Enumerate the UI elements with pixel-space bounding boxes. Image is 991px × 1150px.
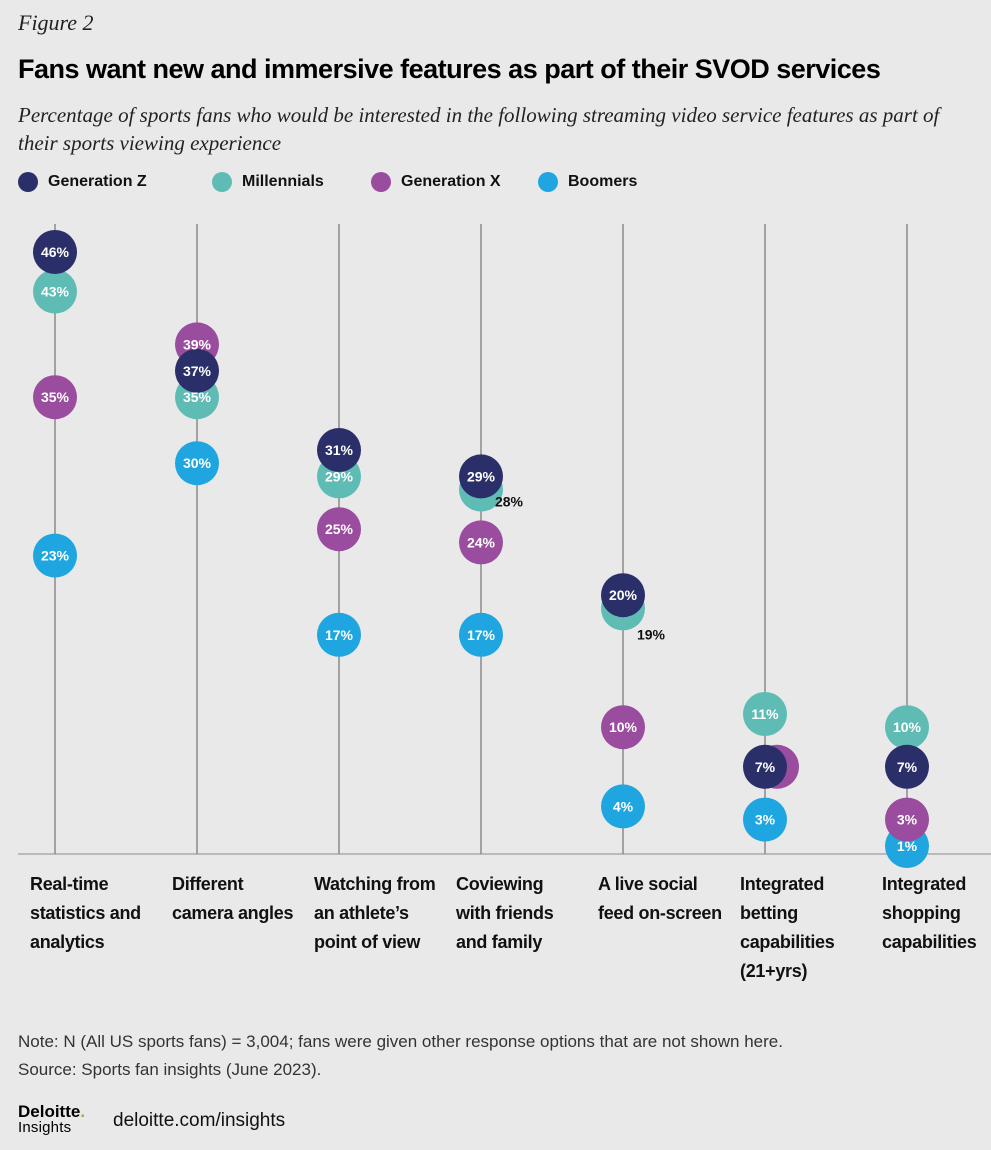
data-label: 29% xyxy=(467,468,496,484)
data-label: 28% xyxy=(495,494,524,510)
figure-label: Figure 2 xyxy=(18,10,94,35)
data-label: 1% xyxy=(897,838,918,854)
dot-gen-x xyxy=(33,375,77,420)
deloitte-logo: Deloitte. Insights xyxy=(18,1102,86,1136)
data-label: 37% xyxy=(183,363,212,379)
dot-gen-x xyxy=(317,507,361,552)
footnote-note: Note: N (All US sports fans) = 3,004; fa… xyxy=(18,1032,783,1051)
dot-gen-z xyxy=(33,230,77,274)
data-label: 39% xyxy=(183,336,212,352)
data-label: 24% xyxy=(467,534,496,550)
data-label: 11% xyxy=(751,706,779,722)
dot-gen-x xyxy=(885,797,929,842)
footnote: Note: N (All US sports fans) = 3,004; fa… xyxy=(18,1028,783,1084)
data-label: 25% xyxy=(325,521,354,537)
dot-gen-z xyxy=(885,744,929,789)
legend-label: Boomers xyxy=(568,173,638,190)
data-label: 46% xyxy=(41,244,70,260)
dot-gen-z xyxy=(601,573,645,618)
legend-item-generation-z: Generation Z xyxy=(18,172,212,192)
data-label: 3% xyxy=(897,812,918,828)
dot-boomers xyxy=(459,612,503,657)
data-label: 17% xyxy=(467,627,496,643)
category-label: Different camera angles xyxy=(172,874,294,923)
dot-boomers xyxy=(175,441,219,486)
data-label: 7% xyxy=(755,759,776,775)
data-label: 20% xyxy=(609,587,638,603)
legend-swatch-boomers xyxy=(538,172,558,192)
dot-millennials xyxy=(885,705,929,750)
dot-boomers xyxy=(743,797,787,842)
data-label: 23% xyxy=(41,548,70,564)
data-label: 7% xyxy=(897,759,918,775)
data-label: 17% xyxy=(325,627,354,643)
legend-swatch-generation-x xyxy=(371,172,391,192)
legend-label: Millennials xyxy=(242,173,324,190)
data-label: 35% xyxy=(41,389,70,405)
legend-label: Generation Z xyxy=(48,173,147,190)
dot-boomers xyxy=(33,533,77,578)
legend: Generation Z Millennials Generation X Bo… xyxy=(18,170,637,194)
legend-swatch-millennials xyxy=(212,172,232,192)
category-label: Watching from an athlete’s point of view xyxy=(314,874,436,952)
site-url[interactable]: deloitte.com/insights xyxy=(113,1110,286,1131)
dot-gen-x xyxy=(601,705,645,750)
data-label: 31% xyxy=(325,442,354,458)
brand-sub: Insights xyxy=(18,1119,72,1136)
data-label: 3% xyxy=(755,812,776,828)
data-label: 35% xyxy=(183,389,212,405)
dot-gen-x xyxy=(459,520,503,565)
legend-label: Generation X xyxy=(401,173,501,190)
data-label: 10% xyxy=(609,719,638,735)
data-label: 30% xyxy=(183,455,212,471)
dot-boomers xyxy=(317,612,361,657)
data-label: 29% xyxy=(325,468,354,484)
data-label: 4% xyxy=(613,798,634,814)
legend-item-generation-x: Generation X xyxy=(371,172,538,192)
category-label: Integrated shopping capabilities xyxy=(882,874,977,952)
legend-swatch-generation-z xyxy=(18,172,38,192)
legend-item-boomers: Boomers xyxy=(538,172,637,192)
category-label: Real-time statistics and analytics xyxy=(30,874,141,952)
chart-title: Fans want new and immersive features as … xyxy=(18,54,881,84)
category-label: Coviewing with friends and family xyxy=(456,874,554,952)
data-label: 10% xyxy=(893,719,922,735)
dot-boomers xyxy=(601,784,645,829)
legend-item-millennials: Millennials xyxy=(212,172,371,192)
footnote-source: Source: Sports fan insights (June 2023). xyxy=(18,1060,322,1079)
chart-subtitle: Percentage of sports fans who would be i… xyxy=(18,103,940,155)
dot-gen-z xyxy=(743,744,787,789)
category-label: Integrated betting capabilities (21+yrs) xyxy=(740,874,835,981)
brand-name: Deloitte. xyxy=(18,1102,86,1121)
dot-gen-z xyxy=(175,348,219,393)
dot-millennials xyxy=(743,692,787,736)
data-label: 43% xyxy=(41,284,70,300)
dot-gen-z xyxy=(459,454,503,499)
dot-millennials xyxy=(33,269,77,314)
data-label: 19% xyxy=(637,626,666,642)
dot-gen-z xyxy=(317,428,361,472)
category-label: A live social feed on-screen xyxy=(598,874,722,923)
